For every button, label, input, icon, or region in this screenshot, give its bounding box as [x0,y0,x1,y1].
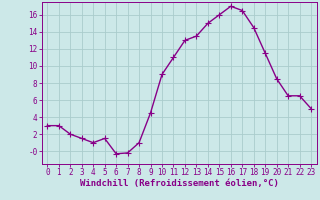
X-axis label: Windchill (Refroidissement éolien,°C): Windchill (Refroidissement éolien,°C) [80,179,279,188]
